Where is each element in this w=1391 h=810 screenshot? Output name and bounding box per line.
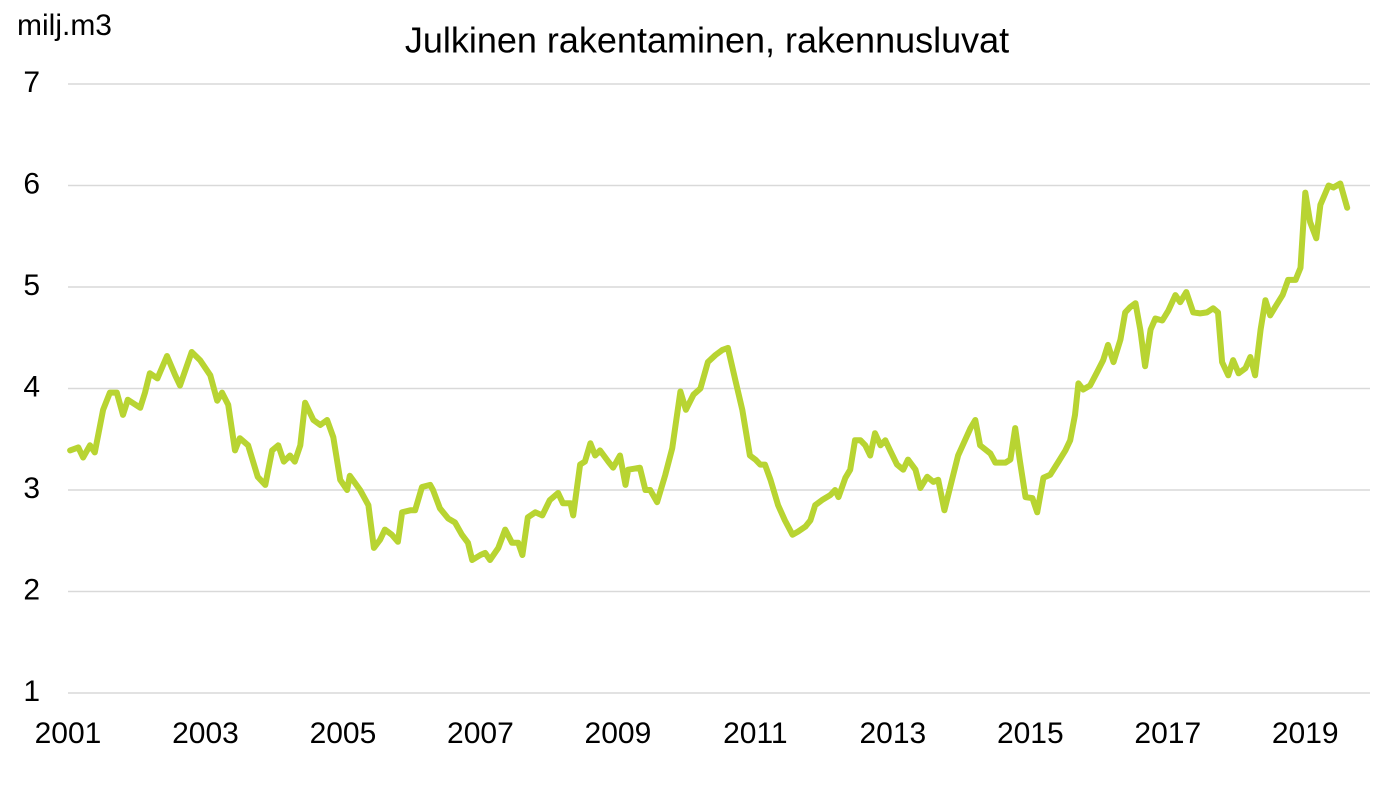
x-tick-label: 2017	[1134, 717, 1201, 750]
data-line	[67, 180, 1351, 563]
y-tick-label: 5	[23, 269, 40, 302]
y-tick-label: 2	[23, 573, 40, 606]
y-tick-label: 4	[23, 370, 40, 403]
y-tick-label: 3	[23, 472, 40, 505]
x-tick-label: 2013	[859, 717, 926, 750]
x-tick-label: 2019	[1272, 717, 1339, 750]
y-tick-label: 7	[23, 66, 40, 99]
x-tick-label: 2011	[723, 717, 788, 750]
x-tick-label: 2005	[310, 717, 377, 750]
chart-title: Julkinen rakentaminen, rakennusluvat	[405, 20, 1009, 61]
x-tick-label: 2007	[447, 717, 514, 750]
x-tick-label: 2015	[997, 717, 1064, 750]
y-tick-label: 6	[23, 167, 40, 200]
y-axis-label: milj.m3	[17, 9, 112, 42]
x-tick-label: 2009	[585, 717, 652, 750]
y-tick-label: 1	[23, 675, 40, 708]
x-tick-label: 2001	[35, 717, 102, 750]
x-tick-label: 2003	[172, 717, 239, 750]
